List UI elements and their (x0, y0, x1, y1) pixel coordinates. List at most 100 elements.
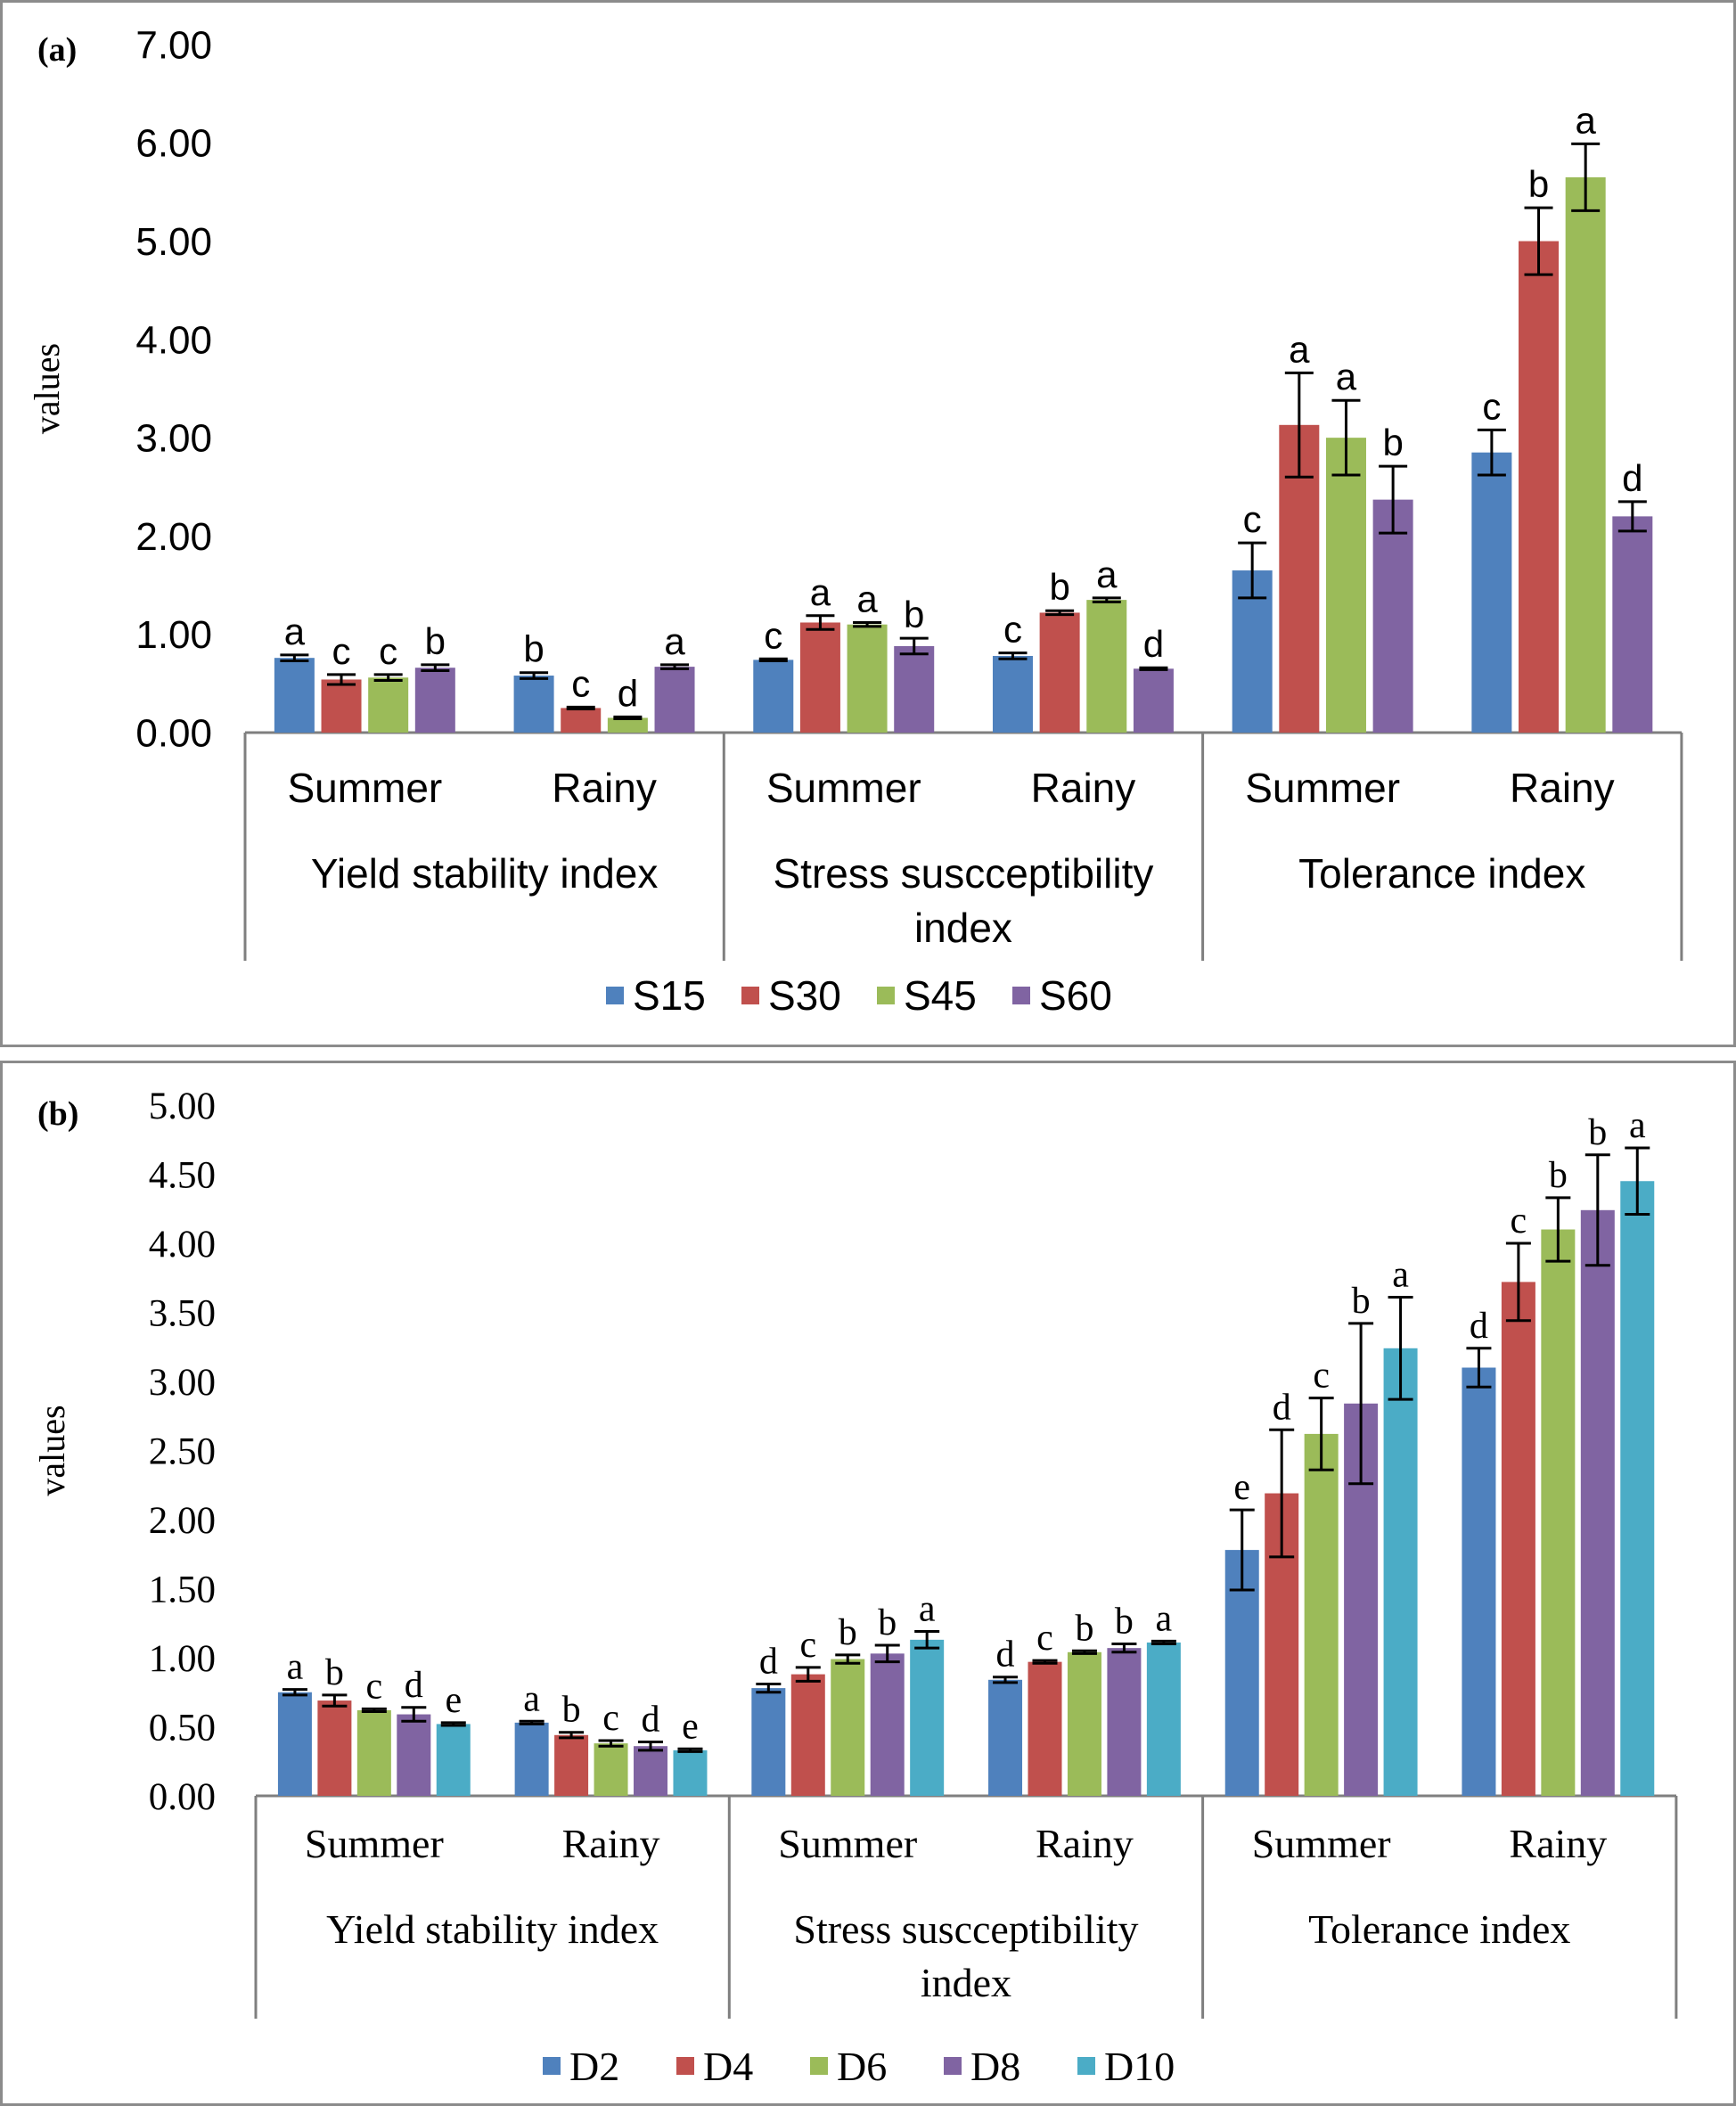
chart-b-significance-letter: b (1549, 1155, 1568, 1196)
chart-a-group-label: Yield stability index (311, 850, 659, 897)
chart-a-bar-s45 (1325, 438, 1366, 733)
chart-b-bar-d6 (356, 1709, 391, 1796)
chart-b-significance-letter: c (799, 1625, 816, 1666)
chart-a-ytick-label: 6.00 (135, 122, 212, 166)
chart-b-significance-letter: b (562, 1690, 581, 1731)
chart-b-ytick-label: 1.50 (149, 1569, 216, 1611)
chart-a-ytick-label: 5.00 (135, 220, 212, 264)
chart-b-bar-d2 (1462, 1367, 1496, 1796)
chart-a-significance-letter: b (1528, 163, 1549, 205)
chart-b-bar-d2 (277, 1692, 312, 1796)
chart-a-significance-letter: d (618, 672, 638, 714)
chart-b-bar-d10 (910, 1639, 945, 1796)
chart-a-ytick-label: 2.00 (135, 515, 212, 559)
chart-b-significance-letter: a (523, 1678, 540, 1719)
chart-a-bar-s45 (607, 717, 648, 733)
chart-b-ytick-label: 2.00 (149, 1500, 216, 1542)
chart-a-significance-letter: b (1382, 422, 1403, 463)
chart-b-significance-letter: c (1036, 1618, 1053, 1659)
chart-b-subcategory-label: Summer (305, 1821, 444, 1866)
chart-a-significance-letter: a (664, 620, 685, 662)
chart-b-ytick-label: 4.50 (149, 1155, 216, 1197)
chart-b-legend-swatch-d8 (944, 2057, 962, 2075)
chart-b-ylabel: values (32, 1405, 72, 1496)
chart-a-ytick-label: 0.00 (135, 711, 212, 755)
chart-b-significance-letter: a (1629, 1105, 1646, 1146)
chart-b-significance-letter: b (1588, 1112, 1607, 1153)
chart-b-bar-d4 (790, 1674, 825, 1796)
chart-a-bar-s60 (414, 668, 455, 733)
chart-a-ytick-label: 4.00 (135, 318, 212, 362)
chart-b-ytick-label: 5.00 (149, 1086, 216, 1127)
chart-b-group-label: Stress suscceptibility index (793, 1906, 1138, 2005)
chart-b-significance-letter: e (445, 1680, 462, 1721)
chart-a-legend-swatch-s45 (877, 987, 895, 1004)
chart-b-bar-d6 (1541, 1229, 1576, 1796)
chart-b-significance-letter: a (919, 1589, 936, 1630)
chart-a-bar-s30 (1039, 612, 1080, 733)
chart-b-legend-swatch-d6 (810, 2057, 828, 2075)
chart-a-significance-letter: b (425, 620, 446, 662)
chart-a-bar-s30 (799, 622, 840, 733)
chart-b-significance-letter: c (1313, 1356, 1330, 1397)
chart-a-panel-label: (a) (37, 31, 77, 69)
chart-b-ytick-label: 3.50 (149, 1293, 216, 1335)
chart-b-ytick-label: 3.00 (149, 1362, 216, 1404)
chart-b-ytick-label: 2.50 (149, 1431, 216, 1473)
chart-a-bar-s30 (561, 708, 602, 733)
chart-a-bar-s60 (1372, 499, 1413, 733)
chart-a-ylabel: values (27, 343, 67, 434)
chart-a-bar-s45 (1086, 600, 1127, 733)
chart-b-panel-label: (b) (37, 1095, 78, 1133)
chart-a-significance-letter: c (1003, 609, 1022, 651)
chart-b-legend-swatch-d4 (676, 2057, 694, 2075)
chart-a-significance-letter: c (1243, 498, 1262, 540)
chart-b-bar-d8 (1580, 1209, 1615, 1796)
chart-b-significance-letter: c (602, 1698, 619, 1739)
chart-b-significance-letter: e (1233, 1467, 1250, 1508)
chart-b-subcategory-label: Rainy (1509, 1821, 1607, 1866)
chart-b-subcategory-label: Rainy (562, 1821, 660, 1866)
chart-a-subcategory-label: Rainy (552, 765, 657, 811)
chart-b-legend-label-d4: D4 (703, 2044, 753, 2089)
chart-b-bar-d10 (1620, 1181, 1655, 1796)
chart-b-bar-d2 (988, 1679, 1023, 1796)
chart-a-bar-s30 (321, 679, 362, 733)
chart-b-bar-d4 (554, 1734, 589, 1796)
chart-a-bar-s60 (1612, 516, 1653, 733)
chart-b-bar-d4 (1028, 1661, 1062, 1796)
chart-a-bar-s15 (753, 660, 794, 733)
chart-a-bar-s60 (1133, 668, 1174, 733)
chart-a-ytick-label: 1.00 (135, 613, 212, 657)
chart-b-significance-letter: a (1156, 1598, 1173, 1639)
chart-b-bar-d10 (436, 1724, 471, 1796)
chart-b-significance-letter: d (642, 1700, 660, 1741)
chart-a-legend-label-s60: S60 (1039, 972, 1112, 1019)
chart-b-significance-letter: d (1470, 1306, 1488, 1347)
chart-a-svg: (a) values 0.00 1.00 2.00 3.00 4.00 5.00 6.00 7.0… (0, 0, 1736, 1047)
chart-b-significance-letter: a (287, 1647, 304, 1688)
chart-b-legend-swatch-d2 (543, 2057, 561, 2075)
chart-b-bar-d10 (1146, 1642, 1181, 1796)
chart-a-subcategory-label: Summer (766, 765, 921, 811)
chart-a-bar-s15 (274, 658, 315, 733)
chart-a-bar-s45 (847, 624, 888, 733)
chart-b-bar-d4 (1501, 1282, 1535, 1796)
chart-b-significance-letter: d (405, 1665, 423, 1706)
chart-a-subcategory-label: Rainy (1031, 765, 1136, 811)
chart-b-significance-letter: b (1075, 1608, 1093, 1649)
chart-a-subcategory-label: Rainy (1510, 765, 1615, 811)
chart-b-significance-letter: e (682, 1706, 699, 1747)
chart-b-bar-d6 (594, 1743, 628, 1796)
chart-a-legend-swatch-s30 (741, 987, 759, 1004)
chart-b-bar-d6 (1067, 1651, 1101, 1796)
chart-b-ytick-label: 0.00 (149, 1776, 216, 1818)
chart-a-bar-s60 (894, 645, 935, 733)
chart-b-legend-label-d2: D2 (569, 2044, 619, 2089)
chart-a-legend-label-s15: S15 (633, 972, 706, 1019)
chart-a-significance-letter: c (764, 614, 782, 656)
chart-a-subcategory-label: Summer (287, 765, 442, 811)
chart-a-bar-s15 (1471, 452, 1512, 733)
chart-b-significance-letter: c (366, 1666, 383, 1707)
chart-a-legend-label-s45: S45 (904, 972, 977, 1019)
